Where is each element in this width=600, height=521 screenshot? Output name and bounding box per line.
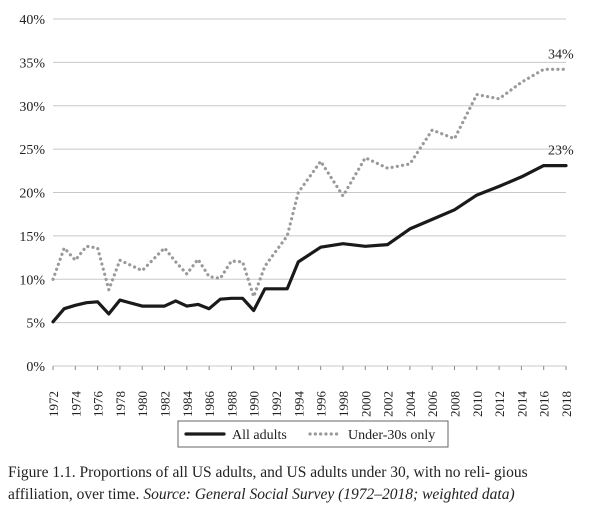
x-tick-label: 2004 [403, 391, 418, 418]
figure-caption: Figure 1.1. Proportions of all US adults… [8, 462, 596, 506]
legend-label-under-30s: Under-30s only [348, 428, 435, 443]
y-tick-label: 10% [19, 273, 45, 288]
y-tick-label: 35% [19, 56, 45, 71]
x-tick-label: 2018 [559, 391, 574, 417]
x-tick-label: 1996 [314, 391, 329, 418]
series-line-all-adults [51, 164, 568, 324]
x-tick-label: 2010 [470, 391, 485, 417]
y-tick-label: 5% [26, 317, 45, 332]
x-tick-label: 2012 [492, 391, 507, 417]
x-tick-label: 1992 [269, 391, 284, 417]
y-tick-label: 25% [19, 143, 45, 158]
caption-source: Source: General Social Survey (1972–2018… [143, 486, 515, 503]
x-tick-label: 2014 [514, 391, 529, 418]
x-tick-label: 2002 [381, 391, 396, 417]
y-tick-label: 15% [19, 230, 45, 245]
y-tick-label: 40% [19, 13, 45, 28]
series-end-label: 23% [548, 144, 574, 159]
series-line-under-30s [51, 67, 568, 299]
series-end-label: 34% [548, 47, 574, 62]
x-tick-label: 1976 [91, 391, 106, 418]
x-tick-label: 1972 [46, 391, 61, 417]
y-tick-label: 30% [19, 100, 45, 115]
line-chart-svg: 0% 5% 10% 15% 20% 25% 30% 35% 40% 1972 1974 1976 197… [19, 13, 574, 448]
x-tick-label: 1988 [224, 391, 239, 417]
x-tick-label: 1984 [180, 391, 195, 418]
x-tick-label: 1986 [202, 391, 217, 418]
x-tick-label: 1978 [113, 391, 128, 417]
x-tick-label: 1980 [135, 391, 150, 417]
x-tick-label: 1982 [158, 391, 173, 417]
x-tick-label: 2000 [358, 391, 373, 417]
x-tick-label: 2016 [537, 391, 552, 418]
x-tick-label: 1998 [336, 391, 351, 417]
y-tick-label: 20% [19, 187, 45, 202]
x-tick-label: 1974 [68, 391, 83, 418]
x-tick-label: 1994 [291, 391, 306, 418]
y-tick-label: 0% [26, 360, 45, 375]
legend-label-all-adults: All adults [232, 428, 287, 443]
x-tick-label: 2008 [447, 391, 462, 417]
x-tick-label: 1990 [247, 391, 262, 417]
chart: 0% 5% 10% 15% 20% 25% 30% 35% 40% 1972 1974 1976 197… [19, 13, 574, 448]
caption-text: Figure 1.1. Proportions of all US adults… [8, 464, 528, 503]
x-tick-label: 2006 [425, 391, 440, 418]
